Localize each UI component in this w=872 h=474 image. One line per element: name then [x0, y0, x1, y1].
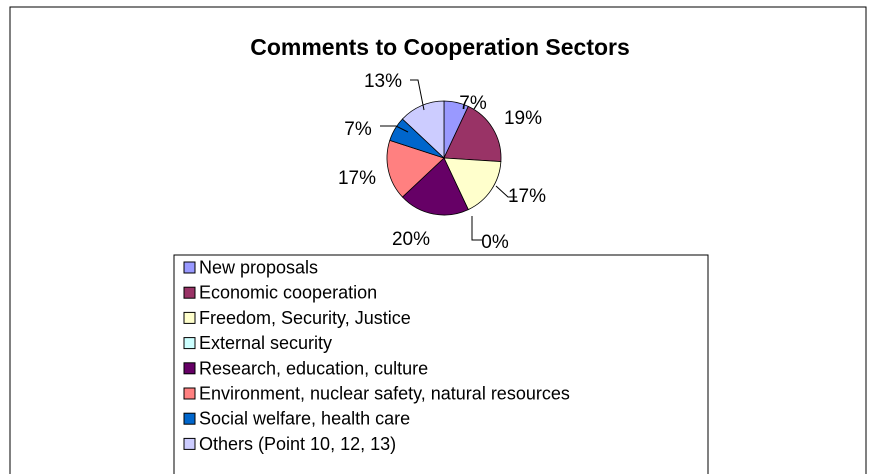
legend-label: Economic cooperation [199, 283, 377, 303]
legend-swatch [183, 387, 196, 400]
legend-swatch [183, 412, 196, 425]
slice-percent-label: 17% [338, 168, 376, 189]
slice-percent-label: 19% [504, 108, 542, 129]
legend-swatch [183, 286, 196, 299]
pie-slice [443, 157, 502, 211]
legend-label: Others (Point 10, 12, 13) [199, 434, 396, 454]
legend-label: Social welfare, health care [199, 409, 410, 429]
leader-line [495, 185, 517, 198]
legend-swatch [183, 311, 196, 324]
legend-label: Freedom, Security, Justice [199, 308, 411, 328]
slice-percent-label: 20% [392, 229, 430, 250]
leader-line [380, 125, 409, 133]
legend-label: Research, education, culture [199, 358, 428, 378]
leader-line [410, 79, 425, 111]
legend-swatch [183, 437, 196, 450]
legend-label: External security [199, 333, 332, 353]
pie-slices [386, 100, 502, 216]
legend-label: New proposals [199, 258, 318, 278]
chart-title: Comments to Cooperation Sectors [250, 34, 630, 60]
slice-percent-label: 17% [508, 186, 546, 207]
legend: New proposals Economic cooperation Freedom… [183, 258, 570, 454]
leader-line [471, 216, 482, 241]
pie-slice [401, 100, 445, 159]
pie-slice [401, 157, 469, 216]
slice-percent-label: 7% [459, 93, 487, 114]
slice-percent-label: 13% [364, 71, 402, 92]
label-leader-lines [380, 79, 517, 241]
legend-label: Environment, nuclear safety, natural res… [199, 384, 570, 404]
legend-swatch [183, 362, 196, 375]
percent-labels: 7% 19% 17% 0% 20% 17% 7% 13% [338, 71, 546, 253]
pie-slice [386, 139, 445, 198]
legend-box [173, 254, 709, 474]
slice-percent-label: 7% [344, 119, 372, 140]
legend-swatch [183, 261, 196, 274]
legend-swatch [183, 337, 196, 350]
slice-percent-label: 0% [481, 232, 509, 253]
pie-slice [443, 105, 502, 163]
